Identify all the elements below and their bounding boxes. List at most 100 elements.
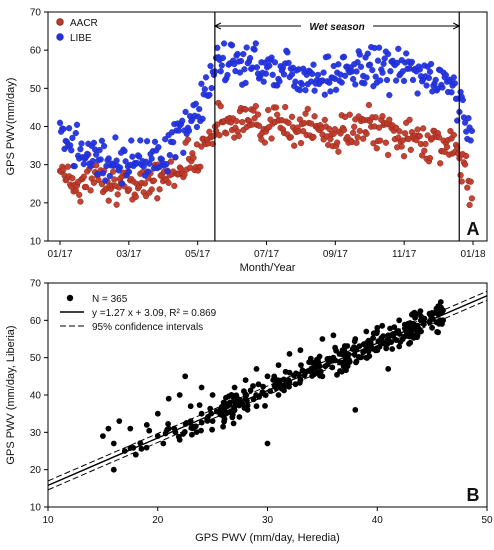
data-point-libe xyxy=(335,61,342,68)
x-tick-label: 50 xyxy=(481,515,493,526)
data-point-libe xyxy=(268,54,275,61)
data-point-libe xyxy=(352,81,359,88)
data-point xyxy=(189,431,195,438)
data-point-libe xyxy=(327,88,334,95)
data-point xyxy=(230,420,237,427)
y-tick-label: 20 xyxy=(30,465,42,476)
y-tick-label: 70 xyxy=(30,279,42,290)
data-point-aacr xyxy=(76,191,83,198)
legend-label-ci: 95% confidence intervals xyxy=(92,322,203,333)
data-point xyxy=(250,383,256,389)
data-point-aacr xyxy=(420,125,427,132)
panel-b-x-axis-label: GPS PWV (mm/day, Heredia) xyxy=(195,532,340,544)
data-point-libe xyxy=(298,81,306,88)
data-point xyxy=(260,383,266,390)
data-point-libe xyxy=(68,147,75,154)
data-point xyxy=(110,440,117,447)
data-point-aacr xyxy=(268,135,275,142)
data-point-libe xyxy=(113,157,120,164)
data-point-aacr xyxy=(87,187,94,194)
data-point-aacr xyxy=(335,148,342,155)
data-point-aacr xyxy=(287,134,294,141)
data-point-aacr xyxy=(384,151,392,159)
data-point xyxy=(352,407,359,413)
data-point-aacr xyxy=(217,103,224,110)
data-point xyxy=(198,427,204,434)
data-point-aacr xyxy=(379,113,386,120)
data-point-aacr xyxy=(254,111,262,118)
data-point xyxy=(396,343,403,350)
data-point-libe xyxy=(262,70,270,77)
data-point-libe xyxy=(387,68,394,75)
data-point xyxy=(317,368,324,375)
data-point-libe xyxy=(182,108,189,116)
data-point-aacr xyxy=(255,122,263,129)
data-point-aacr xyxy=(401,130,409,137)
data-point-libe xyxy=(136,153,143,160)
data-point xyxy=(349,346,356,352)
data-point-libe xyxy=(192,100,199,107)
data-point xyxy=(154,410,161,417)
data-point-aacr xyxy=(274,111,281,118)
panel-a-y-axis-label: GPS PWV(mm/day) xyxy=(5,78,17,176)
data-point xyxy=(193,429,200,435)
data-point-libe xyxy=(71,163,78,170)
data-point-aacr xyxy=(132,193,139,201)
data-point xyxy=(406,340,412,347)
data-point-libe xyxy=(442,71,449,79)
data-point xyxy=(105,425,112,432)
data-point xyxy=(439,309,445,315)
panel-b-y-ticks: 10 20 30 40 50 60 70 xyxy=(30,279,48,514)
legend-marker-points xyxy=(66,294,74,302)
data-point-aacr xyxy=(356,127,363,135)
data-point-libe xyxy=(425,74,433,82)
panel-b: 10 20 30 40 50 60 70 10 20 30 40 50 N = 365 y =1.2… xyxy=(5,279,493,545)
data-point xyxy=(396,317,403,324)
data-point xyxy=(363,328,370,335)
data-point-libe xyxy=(341,72,349,79)
data-point-libe xyxy=(145,168,152,175)
data-point-aacr xyxy=(239,118,246,126)
data-point-libe xyxy=(363,74,370,81)
data-point-libe xyxy=(332,86,340,93)
data-point-aacr xyxy=(414,126,421,133)
data-point-aacr xyxy=(360,135,367,142)
data-point-aacr xyxy=(466,201,473,209)
data-point-libe xyxy=(185,127,193,134)
data-point xyxy=(399,336,406,343)
data-point xyxy=(437,299,444,305)
data-point-libe xyxy=(201,86,208,93)
data-point-libe xyxy=(217,68,224,75)
data-point xyxy=(132,451,139,458)
data-point xyxy=(176,392,183,398)
data-point-libe xyxy=(102,177,109,184)
data-point-aacr xyxy=(421,147,428,154)
data-point-libe xyxy=(97,156,104,163)
data-point xyxy=(264,440,271,447)
data-point-libe xyxy=(125,168,133,175)
data-point-libe xyxy=(65,125,73,132)
data-point-aacr xyxy=(450,131,457,139)
data-point-libe xyxy=(423,82,430,89)
data-point xyxy=(198,384,205,391)
data-point-aacr xyxy=(150,177,158,184)
data-point xyxy=(165,395,172,402)
data-point-libe xyxy=(338,79,345,86)
y-tick-label: 60 xyxy=(30,316,42,327)
data-point-libe xyxy=(99,170,107,177)
data-point-libe xyxy=(374,57,382,64)
panel-b-points xyxy=(100,299,446,473)
data-point-libe xyxy=(326,79,333,86)
data-point xyxy=(333,347,339,354)
data-point-libe xyxy=(105,155,112,162)
x-tick-label: 01/18 xyxy=(460,249,485,260)
data-point xyxy=(307,355,314,362)
data-point-libe xyxy=(302,87,309,94)
data-point xyxy=(146,427,153,434)
data-point xyxy=(435,303,442,310)
data-point-libe xyxy=(439,84,446,91)
data-point-libe xyxy=(465,115,472,122)
legend-label-aacr: AACR xyxy=(70,18,98,29)
data-point xyxy=(334,371,340,378)
data-point-aacr xyxy=(377,137,384,144)
